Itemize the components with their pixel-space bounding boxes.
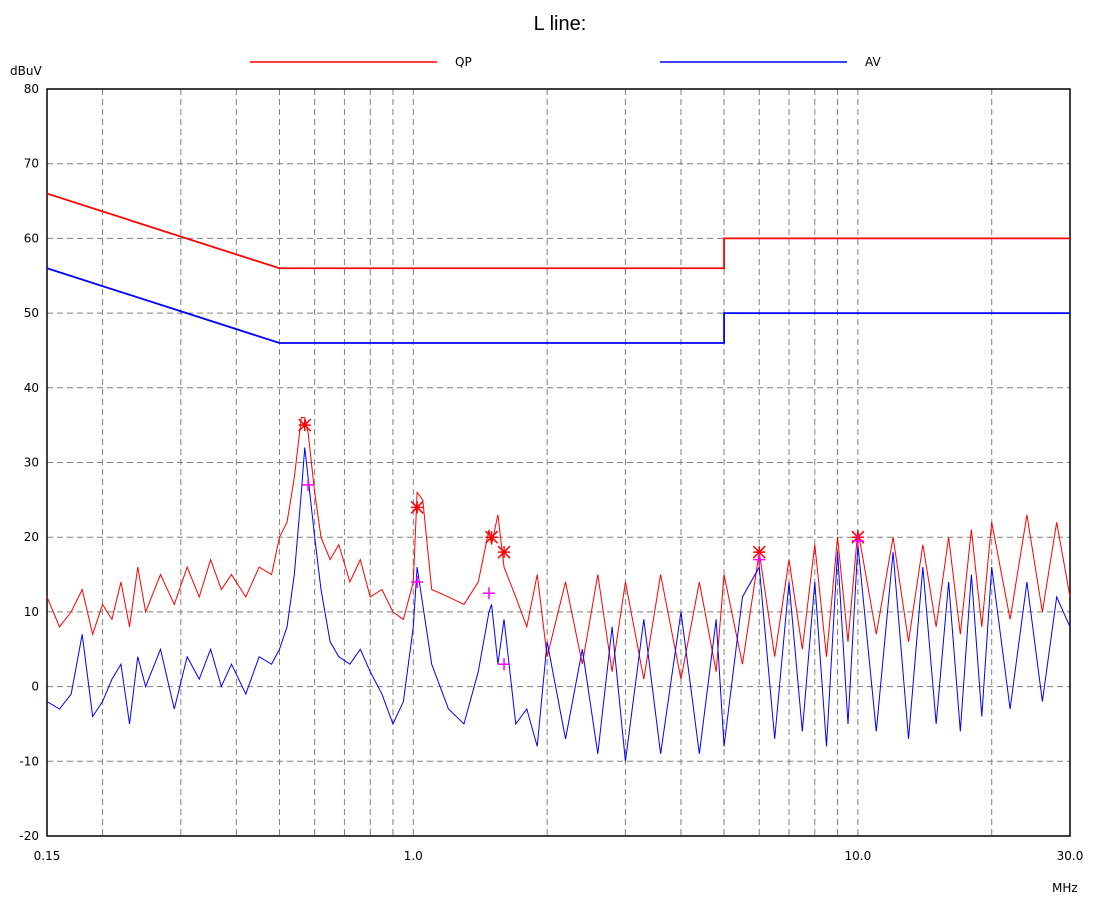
plot-frame bbox=[46, 88, 1071, 837]
reading-marker bbox=[410, 500, 424, 514]
y-tick-label: 80 bbox=[24, 82, 39, 96]
reading-marker bbox=[753, 553, 766, 566]
limit-line bbox=[46, 267, 1070, 344]
y-tick-label: 30 bbox=[24, 456, 39, 470]
trace-line bbox=[46, 417, 1071, 680]
limit-line bbox=[46, 192, 1070, 270]
x-tick-label: 0.15 bbox=[34, 849, 61, 863]
reading-marker bbox=[411, 576, 424, 589]
x-axis-label: MHz bbox=[1052, 881, 1078, 895]
reading-marker bbox=[498, 658, 511, 671]
reading-marker bbox=[497, 545, 511, 559]
reading-marker bbox=[302, 478, 315, 491]
y-axis-label: dBuV bbox=[10, 64, 42, 78]
chart-title: L line: bbox=[534, 13, 587, 35]
trace-line bbox=[46, 447, 1071, 762]
y-tick-label: -20 bbox=[19, 829, 39, 843]
reading-marker bbox=[485, 530, 499, 544]
y-tick-label: 10 bbox=[24, 605, 39, 619]
legend-label: QP bbox=[455, 55, 472, 69]
x-tick-label: 30.0 bbox=[1057, 849, 1084, 863]
reading-marker bbox=[851, 534, 864, 547]
y-tick-label: 60 bbox=[24, 231, 39, 245]
reading-marker bbox=[298, 418, 312, 432]
y-tick-label: 50 bbox=[24, 306, 39, 320]
y-tick-label: 40 bbox=[24, 381, 39, 395]
y-tick-label: 20 bbox=[24, 530, 39, 544]
y-tick-label: -10 bbox=[19, 754, 39, 768]
y-tick-label: 70 bbox=[24, 157, 39, 171]
legend-label: AV bbox=[865, 55, 881, 69]
y-tick-label: 0 bbox=[31, 680, 39, 694]
reading-marker bbox=[482, 587, 495, 600]
x-tick-label: 1.0 bbox=[404, 849, 423, 863]
reading-marker bbox=[752, 545, 766, 559]
x-tick-label: 10.0 bbox=[845, 849, 872, 863]
